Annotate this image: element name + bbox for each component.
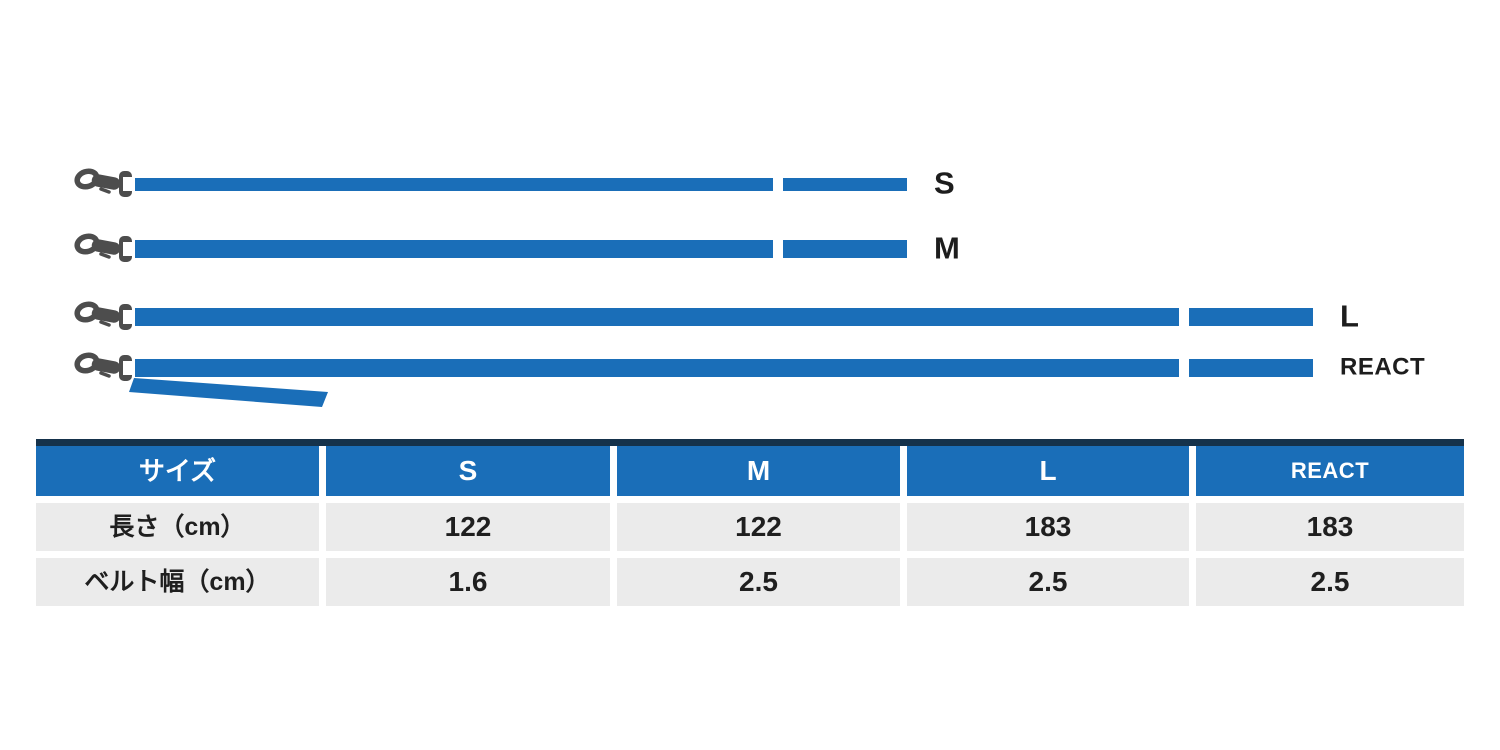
table-header-react: REACT (1196, 446, 1464, 496)
leash-size-label: REACT (1340, 353, 1426, 381)
leash-size-label: M (934, 230, 960, 266)
leash-diagram: S M L REACT (74, 164, 1426, 417)
table-header-l: L (907, 446, 1189, 496)
table-header-s: S (326, 446, 610, 496)
leash-bar-end-segment (1189, 308, 1313, 326)
leash-size-label: S (934, 165, 955, 201)
snap-hook-clasp-icon (74, 164, 138, 209)
leash-bar-end-segment (783, 240, 907, 258)
leash-folded-tail (126, 370, 336, 417)
table-value-cell: 183 (1196, 503, 1464, 551)
table-value-cell: 1.6 (326, 558, 610, 606)
table-value-cell: 2.5 (617, 558, 900, 606)
table-value-cell: 122 (326, 503, 610, 551)
leash-bar-end-segment (783, 177, 907, 191)
snap-hook-clasp-icon (74, 297, 138, 342)
leash-bar-main (135, 359, 1179, 377)
table-value-cell: 122 (617, 503, 900, 551)
leash-bar-main (135, 240, 773, 258)
snap-hook-clasp-icon (74, 348, 138, 393)
table-value-cell: 183 (907, 503, 1189, 551)
leash-size-label: L (1340, 298, 1359, 334)
table-row-label: ベルト幅（cm） (36, 558, 319, 606)
table-value-cell: 2.5 (907, 558, 1189, 606)
leash-bar-main (135, 177, 773, 191)
leash-bar-main (135, 308, 1179, 326)
size-table: サイズ S M L REACT 長さ（cm） 122 122 183 183 ベルト幅（cm） 1.6… (36, 439, 1464, 606)
table-header-size: サイズ (36, 446, 319, 496)
table-value-cell: 2.5 (1196, 558, 1464, 606)
snap-hook-clasp-icon (74, 229, 138, 274)
table-row-label: 長さ（cm） (36, 503, 319, 551)
table-header-m: M (617, 446, 900, 496)
leash-bar-end-segment (1189, 359, 1313, 377)
